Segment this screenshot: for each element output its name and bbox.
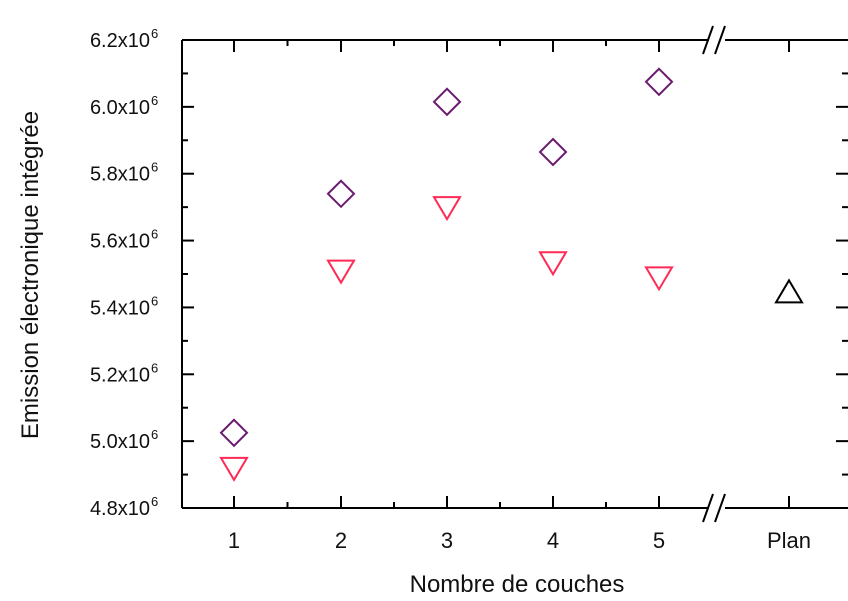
x-tick-label: 4 bbox=[547, 528, 559, 553]
diamond-marker bbox=[538, 137, 568, 167]
diamond-marker bbox=[326, 179, 356, 209]
y-axis-ticks: 4.8x10 65.0x10 65.2x10 65.4x10 65.6x10 65.8x1… bbox=[90, 26, 848, 520]
y-axis-title: Emission électronique intégrée bbox=[17, 111, 44, 439]
y-tick-exponent: 6 bbox=[151, 26, 158, 41]
diamond-marker bbox=[432, 87, 462, 117]
y-tick-exponent: 6 bbox=[151, 93, 158, 108]
triangle-down-marker bbox=[644, 266, 674, 292]
triangle-up-marker bbox=[774, 278, 804, 304]
y-tick-label: 5.0x10 bbox=[90, 431, 150, 453]
y-tick-label: 5.6x10 bbox=[90, 231, 150, 253]
x-axis-ticks: 1 2 3 4 5 Plan bbox=[228, 40, 811, 553]
y-tick-label: 5.2x10 bbox=[90, 364, 150, 386]
diamond-marker bbox=[644, 67, 674, 97]
y-tick-exponent: 6 bbox=[151, 360, 158, 375]
axis-break-mark bbox=[714, 493, 726, 523]
y-tick-exponent: 6 bbox=[151, 227, 158, 242]
y-tick-label: 4.8x10 bbox=[90, 498, 150, 520]
x-tick-label: 1 bbox=[228, 528, 240, 553]
axis-break-mark bbox=[702, 493, 714, 523]
axis-break-mark bbox=[714, 25, 726, 55]
plot-frame bbox=[181, 25, 848, 523]
y-tick-label: 6.2x10 bbox=[90, 30, 150, 52]
y-tick-exponent: 6 bbox=[151, 160, 158, 175]
triangle-down-marker bbox=[432, 196, 462, 222]
y-tick-exponent: 6 bbox=[151, 494, 158, 509]
x-axis-title: Nombre de couches bbox=[410, 571, 625, 598]
x-tick-label: 3 bbox=[441, 528, 453, 553]
y-tick-label: 5.4x10 bbox=[90, 297, 150, 319]
data-markers bbox=[219, 67, 804, 482]
triangle-down-marker bbox=[219, 456, 249, 482]
y-tick-exponent: 6 bbox=[151, 427, 158, 442]
y-tick-label: 5.8x10 bbox=[90, 164, 150, 186]
triangle-down-marker bbox=[538, 251, 568, 277]
x-tick-label: Plan bbox=[767, 528, 811, 553]
x-tick-label: 2 bbox=[335, 528, 347, 553]
x-tick-label: 5 bbox=[653, 528, 665, 553]
y-tick-exponent: 6 bbox=[151, 293, 158, 308]
diamond-marker bbox=[219, 418, 249, 448]
y-tick-label: 6.0x10 bbox=[90, 97, 150, 119]
axis-break-mark bbox=[702, 25, 714, 55]
triangle-down-marker bbox=[326, 259, 356, 285]
